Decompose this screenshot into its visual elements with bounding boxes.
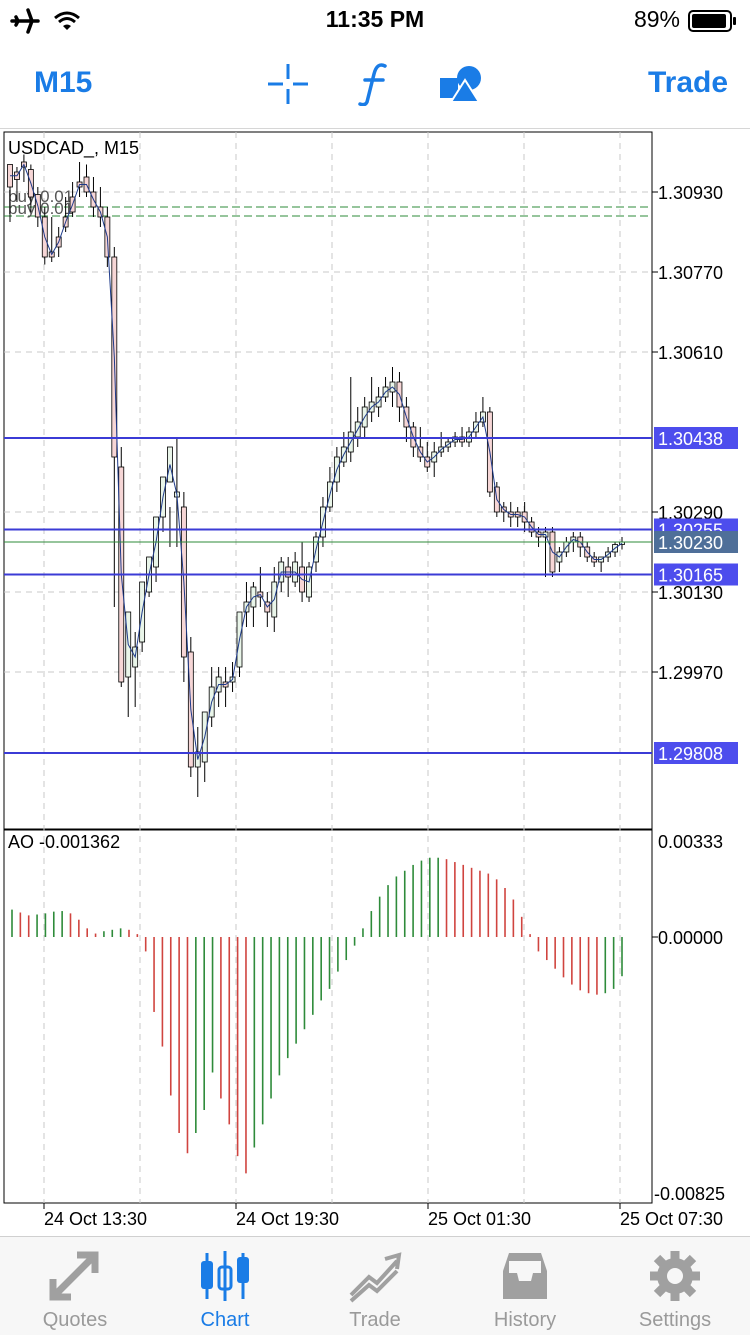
candles-group	[7, 154, 625, 797]
price-axis-label: 1.30770	[658, 263, 723, 283]
tab-history[interactable]: History	[450, 1237, 600, 1335]
moving-average-line	[10, 163, 623, 760]
tab-settings[interactable]: Settings	[600, 1237, 750, 1335]
level-price-label: 1.30165	[658, 566, 723, 586]
quotes-icon	[49, 1251, 99, 1301]
battery-percent: 89%	[633, 6, 680, 32]
indicator-label: AO -0.001362	[8, 832, 120, 852]
status-time: 11:35 PM	[325, 6, 425, 32]
time-axis-label: 25 Oct 07:30	[620, 1209, 723, 1229]
current-price-label: 1.30230	[658, 533, 723, 553]
price-chart[interactable]: 1.30930 1.30770 1.30610 1.30290 1.30130 1.299…	[0, 130, 750, 1236]
tab-bar: Quotes Chart Trade History	[0, 1236, 750, 1335]
indicators-icon[interactable]	[357, 62, 391, 106]
ao-histogram	[11, 857, 623, 1174]
main-chart-frame	[3, 131, 653, 830]
status-bar: 11:35 PM 89%	[0, 0, 750, 40]
objects-icon[interactable]	[439, 64, 483, 104]
settings-icon	[650, 1251, 700, 1301]
airplane-icon	[10, 8, 40, 34]
time-axis-label: 24 Oct 19:30	[236, 1209, 339, 1229]
tab-quotes[interactable]: Quotes	[0, 1237, 150, 1335]
level-price-badge	[654, 742, 738, 764]
level-price-badge	[654, 563, 738, 586]
indicator-frame	[3, 829, 653, 1204]
chart-icon	[201, 1251, 249, 1301]
tab-trade[interactable]: Trade	[300, 1237, 450, 1335]
tab-chart[interactable]: Chart	[150, 1237, 300, 1335]
time-axis-label: 25 Oct 01:30	[428, 1209, 531, 1229]
price-axis-label: 1.30130	[658, 583, 723, 603]
price-axis-label: 1.30930	[658, 183, 723, 203]
time-axis-label: 24 Oct 13:30	[44, 1209, 147, 1229]
ao-axis-label: -0.00825	[654, 1184, 725, 1204]
history-icon	[503, 1253, 547, 1299]
price-axis-label: 1.29970	[658, 663, 723, 683]
chart-toolbar: M15 Trade	[0, 40, 750, 129]
trade-button[interactable]: Trade	[648, 66, 729, 99]
level-price-badge	[654, 427, 738, 449]
trade-icon	[349, 1252, 402, 1303]
price-axis-label: 1.30610	[658, 343, 723, 363]
ao-axis-label: 0.00000	[658, 928, 723, 948]
chart-area[interactable]: 1.30930 1.30770 1.30610 1.30290 1.30130 1.299…	[0, 130, 750, 1236]
ao-axis-label: 0.00333	[658, 832, 723, 852]
wifi-icon	[54, 11, 80, 30]
timeframe-button[interactable]: M15	[34, 66, 93, 99]
current-price-badge	[654, 531, 738, 553]
crosshair-icon[interactable]	[266, 62, 310, 106]
symbol-label: USDCAD_, M15	[8, 138, 139, 159]
battery-icon	[688, 10, 736, 32]
level-price-label: 1.30438	[658, 429, 723, 449]
level-price-label: 1.29808	[658, 744, 723, 764]
price-axis-label: 1.30290	[658, 503, 723, 523]
